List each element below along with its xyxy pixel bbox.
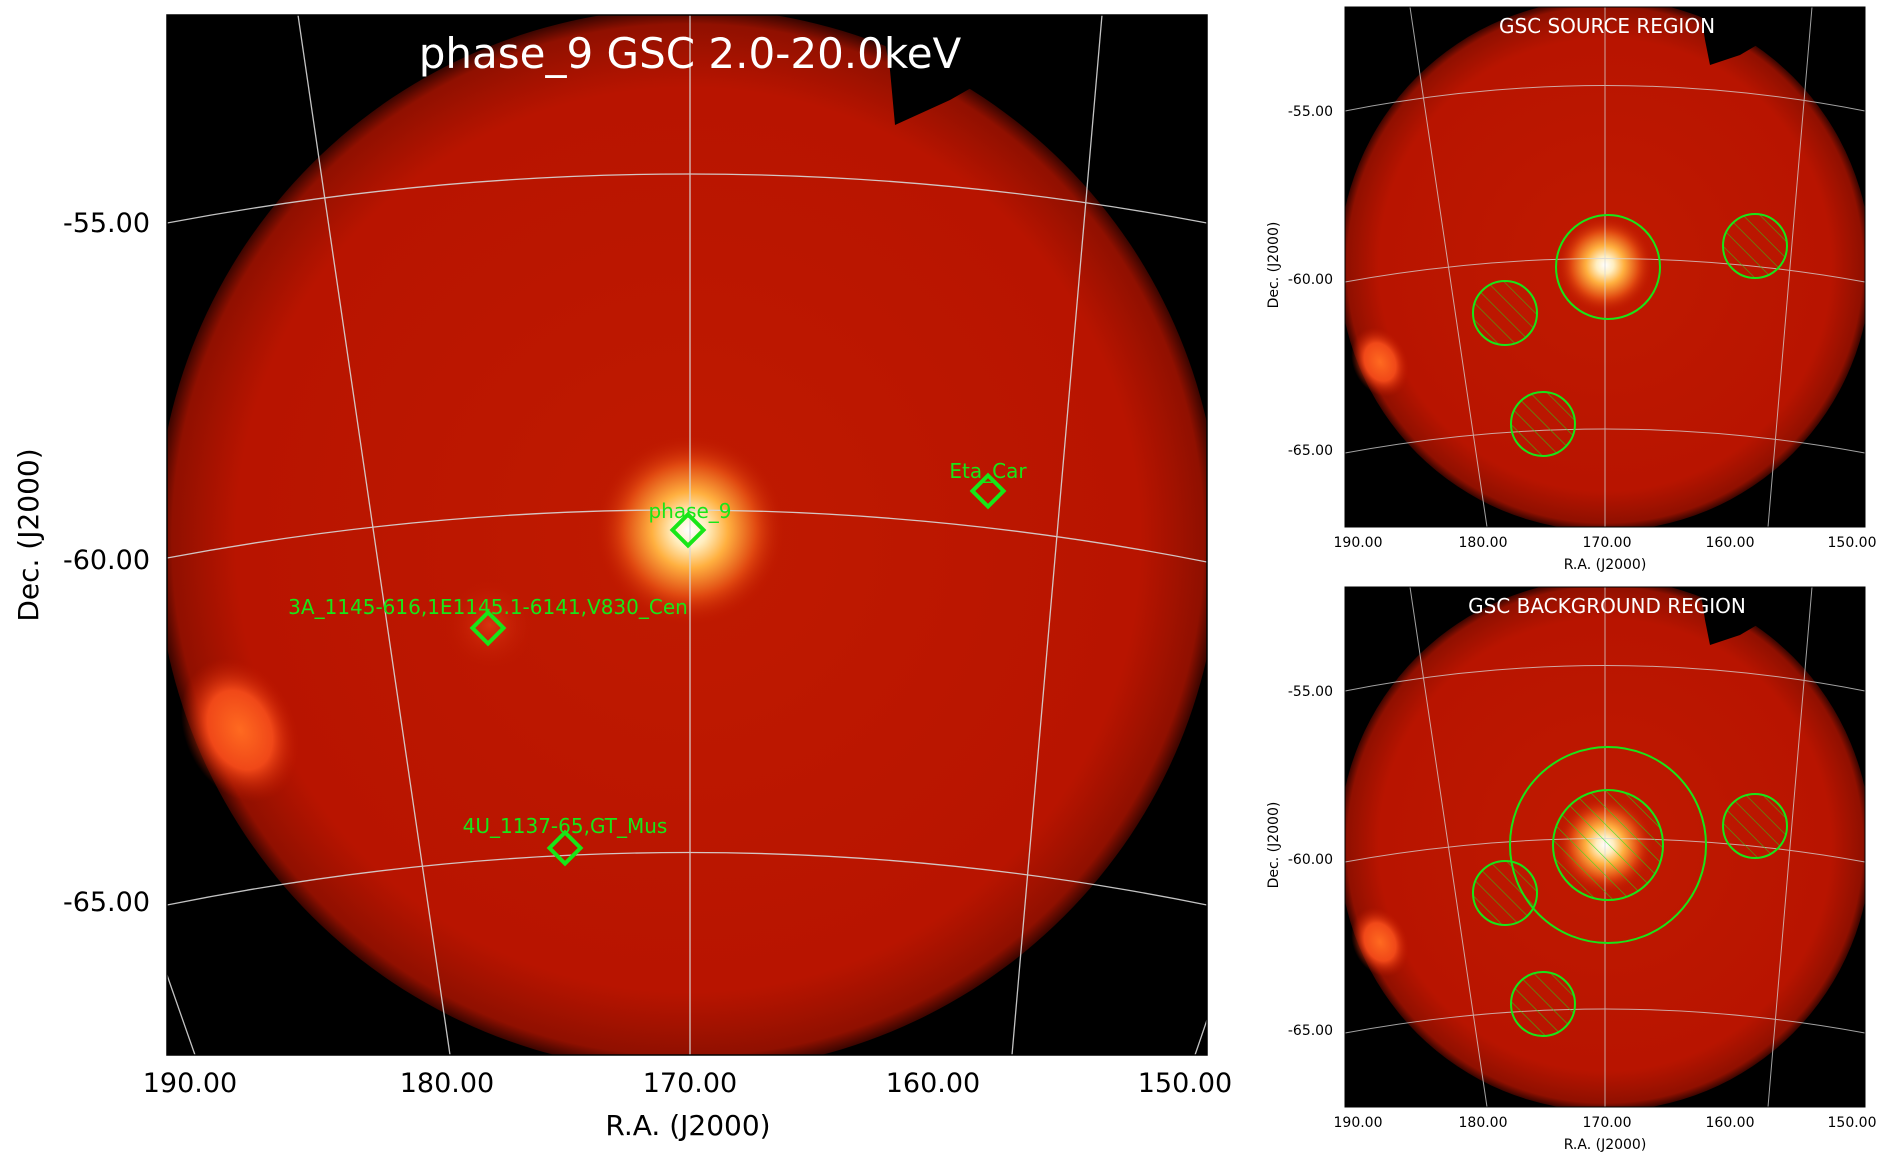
main-sky-image [167, 15, 1207, 1055]
main-edge-source [180, 658, 300, 802]
source-grid [1345, 7, 1865, 527]
marker-4u-1137 [546, 829, 584, 867]
background-ytick-label: -60.00 [1288, 852, 1333, 868]
source-region-circle [1555, 214, 1661, 320]
main-ytick-label: -65.00 [63, 887, 150, 918]
source-bkg-region [1722, 213, 1788, 279]
marker-3a-1145 [469, 609, 507, 647]
source-xtick-label: 180.00 [1459, 535, 1508, 551]
main-xtick-label: 160.00 [886, 1068, 980, 1099]
marker-eta-car [969, 472, 1007, 510]
source-ytick-label: -60.00 [1288, 272, 1333, 288]
source-sky-image [1345, 7, 1865, 527]
main-axes-frame [166, 14, 1208, 1056]
background-region-outer-circle [1509, 746, 1707, 944]
background-xtick-label: 190.00 [1334, 1115, 1383, 1131]
background-grid [1345, 587, 1865, 1107]
main-grid [167, 15, 1207, 1055]
source-title: GSC SOURCE REGION [1499, 14, 1715, 38]
background-exclusion-circles [1472, 789, 1788, 1037]
background-ytick-label: -55.00 [1288, 684, 1333, 700]
background-exclusion-region [1472, 860, 1538, 926]
main-ytick-label: -55.00 [63, 208, 150, 239]
background-xtick-label: 180.00 [1459, 1115, 1508, 1131]
main-xtick-label: 150.00 [1138, 1068, 1232, 1099]
background-fov-notch [1700, 587, 1790, 645]
source-bkg-region [1472, 280, 1538, 346]
marker-phase-9 [669, 511, 707, 549]
main-panel: phase_9 Eta_Car 3A_1145-616,1E1145.1-614… [12, 14, 1232, 1142]
background-xlabel: R.A. (J2000) [1564, 1137, 1647, 1153]
marker-label-3a-1145: 3A_1145-616,1E1145.1-6141,V830_Cen [288, 595, 688, 619]
background-exclusion-region [1552, 789, 1664, 901]
background-edge-source [1351, 907, 1409, 977]
main-xtick-label: 190.00 [143, 1068, 237, 1099]
main-fov-notch [880, 15, 1050, 125]
source-panel: GSC SOURCE REGION -55.00 -60.00 -65.00 1… [1266, 6, 1877, 573]
marker-label-4u-1137: 4U_1137-65,GT_Mus [463, 814, 668, 838]
source-bkg-circles [1472, 213, 1788, 457]
main-weak-source [445, 580, 535, 670]
main-xtick-label: 180.00 [400, 1068, 494, 1099]
source-axes-frame [1344, 6, 1866, 528]
marker-label-eta-car: Eta_Car [949, 459, 1027, 483]
source-ytick-label: -65.00 [1288, 443, 1333, 459]
main-xlabel: R.A. (J2000) [605, 1109, 770, 1142]
background-xtick-label: 170.00 [1583, 1115, 1632, 1131]
main-title: phase_9 GSC 2.0-20.0keV [419, 29, 962, 78]
background-xtick-label: 160.00 [1706, 1115, 1755, 1131]
source-ylabel: Dec. (J2000) [1266, 222, 1282, 309]
background-exclusion-region [1722, 793, 1788, 859]
background-title: GSC BACKGROUND REGION [1468, 594, 1746, 618]
background-sky-image [1345, 587, 1865, 1107]
source-xtick-label: 190.00 [1334, 535, 1383, 551]
main-xtick-label: 170.00 [643, 1068, 737, 1099]
background-xtick-label: 150.00 [1828, 1115, 1877, 1131]
source-fov-notch [1700, 7, 1790, 65]
background-axes-frame [1344, 586, 1866, 1108]
source-edge-source [1351, 327, 1409, 397]
source-bkg-region [1510, 391, 1576, 457]
source-ytick-label: -55.00 [1288, 104, 1333, 120]
main-ytick-label: -60.00 [63, 545, 150, 576]
main-ylabel: Dec. (J2000) [12, 448, 45, 621]
source-xlabel: R.A. (J2000) [1564, 557, 1647, 573]
background-ytick-label: -65.00 [1288, 1023, 1333, 1039]
source-xtick-label: 160.00 [1706, 535, 1755, 551]
source-xtick-label: 150.00 [1828, 535, 1877, 551]
background-ylabel: Dec. (J2000) [1266, 802, 1282, 889]
marker-label-phase-9: phase_9 [648, 499, 731, 523]
background-exclusion-region [1510, 971, 1576, 1037]
main-markers [469, 472, 1007, 867]
background-panel: GSC BACKGROUND REGION -55.00 -60.00 -65.… [1266, 586, 1877, 1153]
source-xtick-label: 170.00 [1583, 535, 1632, 551]
